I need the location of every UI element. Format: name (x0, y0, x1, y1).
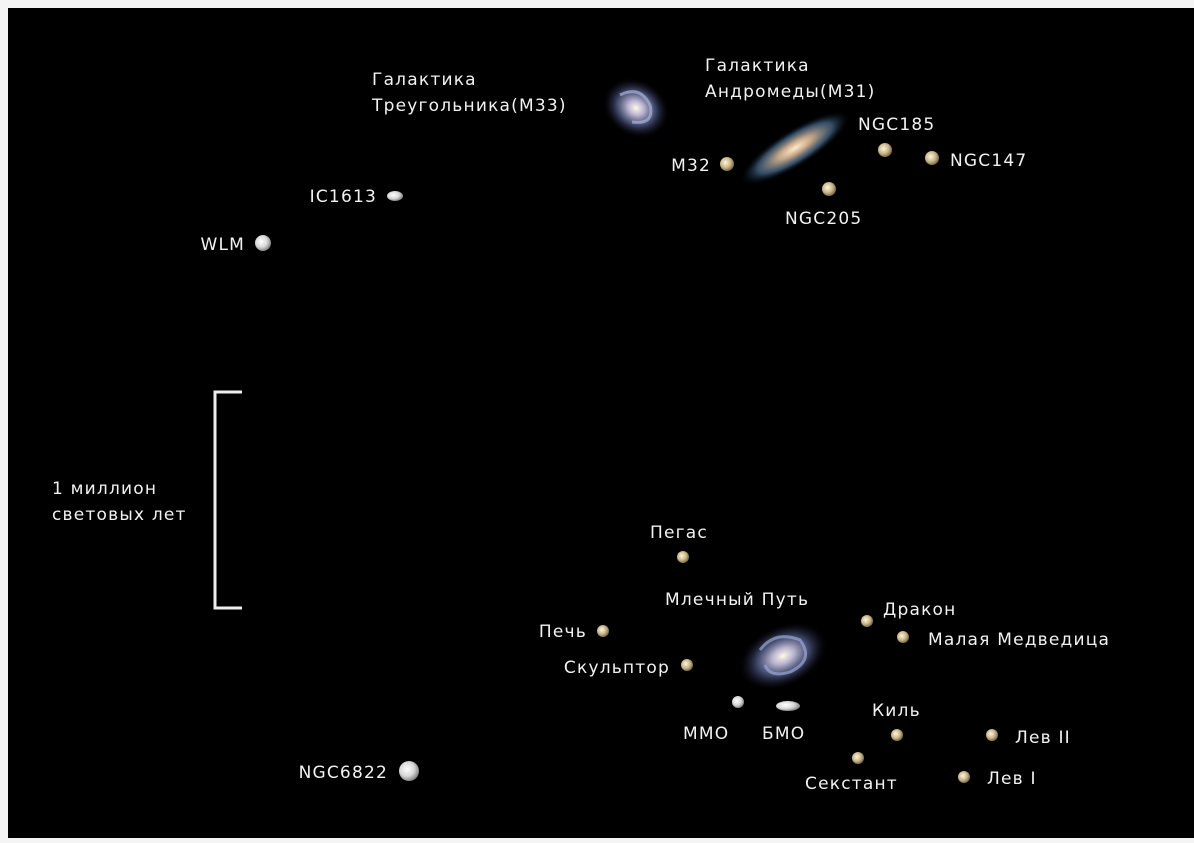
galaxy-dot (822, 182, 836, 196)
galaxy-dot (732, 696, 744, 708)
galaxy-dot (720, 157, 734, 171)
galaxy-label: NGC185 (858, 115, 935, 135)
galaxy-label: NGC147 (950, 151, 1027, 171)
galaxy-label: NGC6822 (299, 763, 388, 783)
galaxy-label: Секстант (805, 774, 898, 794)
galaxy-label: Лев II (1015, 728, 1071, 748)
galaxy-label: NGC205 (785, 209, 862, 229)
galaxy-dot (681, 659, 693, 671)
galaxy-dot (878, 143, 892, 157)
galaxy-dot (255, 235, 271, 251)
background (8, 8, 1194, 838)
scale-label: 1 миллион (52, 479, 157, 499)
galaxy-label: Дракон (883, 600, 956, 620)
galaxy-label: Лев I (987, 769, 1037, 789)
galaxy-dot (958, 771, 970, 783)
local-group-map: Галактика Треугольника(М33) Галактика Андро… (0, 0, 1194, 843)
galaxy-label: Галактика (705, 56, 810, 76)
galaxy-label: Киль (872, 701, 921, 721)
galaxy-dot (399, 761, 419, 781)
galaxy-label: Млечный Путь (665, 590, 809, 610)
galaxy-dot (776, 701, 800, 711)
scale-label: световых лет (52, 505, 187, 525)
galaxy-dot (891, 729, 903, 741)
galaxy-label: Печь (539, 622, 587, 642)
galaxy-dot (387, 191, 403, 201)
galaxy-label: БМО (762, 724, 805, 744)
galaxy-dot (986, 729, 998, 741)
galaxy-label: ММО (683, 724, 729, 744)
galaxy-dot (861, 615, 873, 627)
galaxy-dot (852, 752, 864, 764)
galaxy-label: IC1613 (310, 187, 377, 207)
galaxy-dot (677, 551, 689, 563)
galaxy-dot (597, 625, 609, 637)
galaxy-label: Пегас (650, 523, 708, 543)
galaxy-dot (925, 151, 939, 165)
galaxy-label: Малая Медведица (928, 630, 1110, 650)
galaxy-label: Скульптор (564, 658, 670, 678)
galaxy-label: M32 (671, 156, 711, 176)
galaxy-label: Андромеды(М31) (705, 82, 876, 102)
galaxy-label: WLM (200, 235, 245, 255)
galaxy-label: Треугольника(М33) (371, 96, 567, 116)
galaxy-dot (897, 631, 909, 643)
galaxy-label: Галактика (372, 70, 477, 90)
